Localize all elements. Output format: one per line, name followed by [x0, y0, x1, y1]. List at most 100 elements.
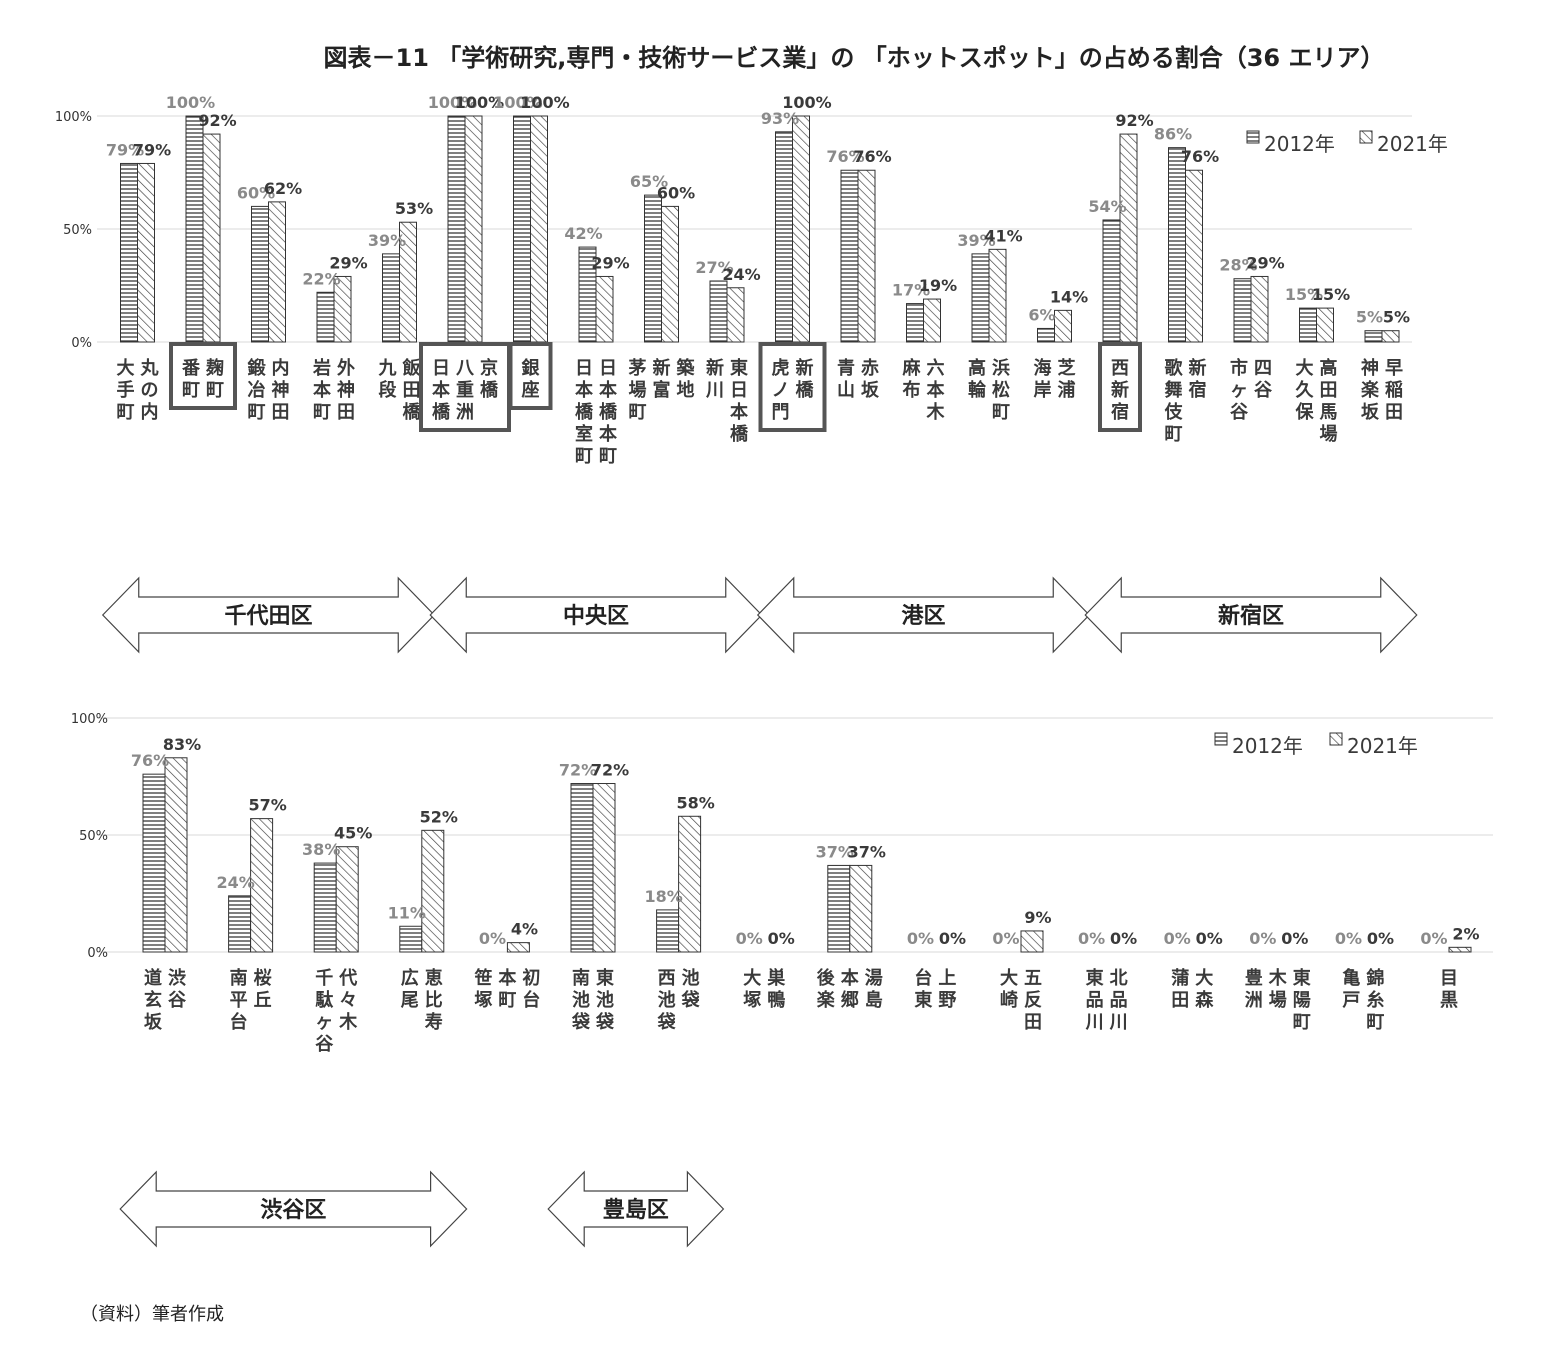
bar-2021: [923, 298, 941, 343]
category-label: 麹町: [205, 357, 224, 401]
category-label: 南池袋: [571, 967, 591, 1033]
ward-label: 渋谷区: [260, 1197, 326, 1223]
data-label-2012: 22%: [302, 269, 340, 288]
data-label-2021: 14%: [1050, 287, 1088, 306]
bar-2012: [1102, 219, 1121, 343]
y-tick-label: 100%: [71, 712, 108, 727]
bar-2021: [678, 815, 702, 953]
category-label: 東池袋: [595, 967, 615, 1033]
category-label: 上野: [938, 968, 956, 1011]
category-label: 亀戸: [1342, 967, 1360, 1011]
data-label-2021: 0%: [939, 929, 966, 948]
bar-2012: [656, 909, 680, 953]
category-label: 広尾: [401, 967, 419, 1011]
data-label-2021: 58%: [676, 793, 714, 812]
category-label: 千駄ヶ谷: [315, 968, 334, 1055]
data-label-2012: 15%: [1285, 285, 1323, 304]
data-label-2012: 93%: [761, 109, 799, 128]
category-label: 歌舞伎町: [1165, 357, 1184, 445]
ward-arrow: [1084, 576, 1418, 654]
bar-2012: [775, 131, 793, 343]
data-label-2021: 29%: [591, 253, 629, 272]
legend-swatch-2012: [1214, 732, 1228, 746]
category-label: 虎ノ門: [772, 357, 790, 423]
category-label: 茅場町: [629, 357, 647, 423]
bar-2021: [506, 942, 530, 953]
bar-2021: [464, 115, 483, 343]
bar-2021: [1381, 330, 1400, 343]
bar-2021: [595, 275, 614, 343]
bar-2021: [1020, 930, 1044, 953]
category-label: 笹塚: [474, 967, 492, 1011]
category-label: 南平台: [230, 967, 248, 1033]
bar-2021: [1250, 275, 1269, 343]
category-label: 八重洲: [456, 358, 475, 423]
category-label: 築地: [676, 357, 696, 401]
category-label: 代々木: [338, 968, 358, 1033]
ward-arrow: [119, 1170, 468, 1248]
data-label-2021: 9%: [1024, 908, 1051, 927]
data-label-2021: 0%: [1196, 929, 1223, 948]
data-label-2012: 17%: [892, 281, 930, 300]
category-label: 大久保: [1295, 357, 1315, 423]
data-label-2012: 0%: [1420, 929, 1447, 948]
bar-2021: [988, 248, 1007, 343]
category-label: 日本橋: [432, 358, 451, 423]
category-label: 飯田橋: [402, 357, 422, 423]
category-label: 西新宿: [1111, 358, 1129, 423]
highlight-box: [1098, 342, 1142, 432]
category-label: 早稲田: [1385, 358, 1403, 423]
data-label-2012: 0%: [1335, 929, 1362, 948]
data-label-2012: 38%: [302, 840, 340, 859]
category-label: 北品川: [1109, 968, 1128, 1033]
data-label-2012: 5%: [1356, 308, 1383, 327]
category-label: 豊洲: [1245, 968, 1263, 1011]
category-label: 本郷: [841, 967, 859, 1011]
category-label: 青山: [837, 358, 855, 401]
category-label: 後楽: [817, 967, 836, 1011]
category-label: 日本橋室町: [575, 358, 594, 467]
ward-label: 港区: [901, 604, 945, 629]
data-label-2021: 57%: [248, 796, 286, 815]
data-label-2012: 0%: [907, 929, 934, 948]
bar-2012: [316, 291, 335, 343]
bar-2021: [333, 275, 352, 343]
chart-title: 図表－11 「学術研究,専門・技術サービス業」の 「ホットスポット」の占める割合…: [323, 44, 1385, 72]
category-label: 目黒: [1440, 968, 1458, 1011]
category-label: 高田馬場: [1320, 357, 1338, 445]
y-tick-label: 50%: [63, 223, 92, 238]
data-label-2021: 0%: [1281, 929, 1308, 948]
category-label: 新宿: [1189, 357, 1207, 401]
highlight-box: [758, 342, 827, 432]
bar-2012: [120, 162, 138, 343]
data-label-2021: 45%: [334, 824, 372, 843]
category-label: 本町: [498, 967, 516, 1011]
data-label-2021: 0%: [1110, 929, 1137, 948]
category-label: 銀座: [522, 357, 540, 401]
data-label-2021: 92%: [1115, 111, 1153, 130]
bar-2021: [335, 846, 359, 953]
data-label-2021: 79%: [133, 140, 171, 159]
category-label: 東日本橋: [730, 357, 749, 445]
legend-label-2021: 2021年: [1347, 734, 1418, 758]
bar-2012: [1233, 278, 1252, 343]
category-label: 芝浦: [1058, 357, 1076, 401]
legend-swatch-2021: [1329, 732, 1343, 746]
bar-2012: [840, 169, 859, 343]
bar-2021: [1448, 946, 1472, 953]
legend-label-2021: 2021年: [1377, 132, 1448, 156]
data-label-2012: 0%: [736, 929, 763, 948]
bar-2012: [570, 783, 594, 953]
bar-2012: [709, 280, 728, 343]
data-label-2021: 4%: [511, 920, 538, 939]
data-label-2021: 76%: [853, 147, 891, 166]
highlight-box: [508, 342, 553, 410]
category-label: 九段: [378, 358, 398, 401]
category-label: 道玄坂: [144, 967, 163, 1033]
category-label: 大崎: [1000, 967, 1018, 1011]
source-note: （資料）筆者作成: [80, 1304, 224, 1325]
data-label-2012: 0%: [1164, 929, 1191, 948]
category-label: 桜丘: [254, 967, 272, 1011]
bar-2012: [1364, 330, 1383, 343]
bar-2021: [268, 201, 286, 343]
